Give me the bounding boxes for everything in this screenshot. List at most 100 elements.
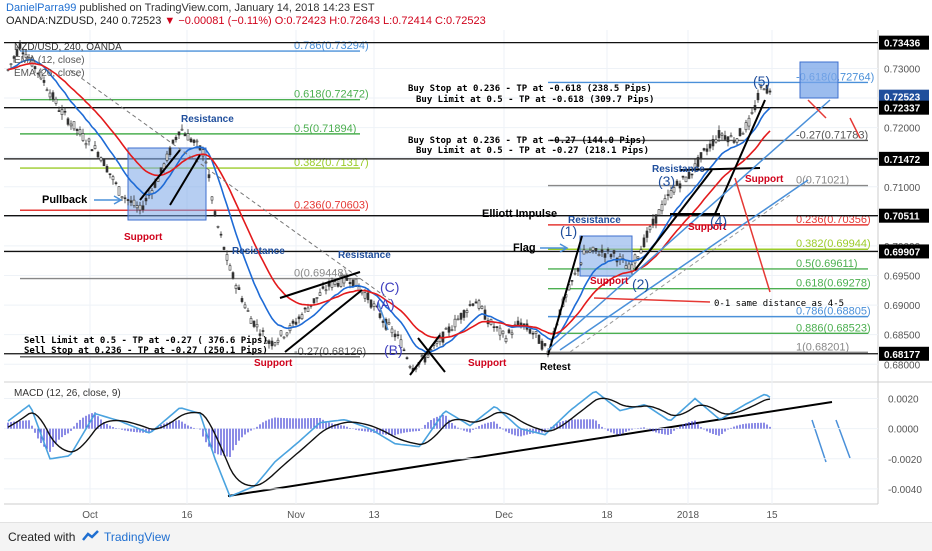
candle-body xyxy=(108,173,112,175)
candle-body xyxy=(54,98,58,104)
price-axis: 0.730000.725000.720000.715000.710000.705… xyxy=(879,35,929,496)
candle-body xyxy=(96,151,100,158)
candle-body xyxy=(636,256,640,259)
candle-body xyxy=(627,263,631,270)
candle-body xyxy=(606,249,610,251)
candle-body xyxy=(234,285,238,289)
fib-right-label-2: 0(0.71021) xyxy=(796,175,849,187)
candle-body xyxy=(762,88,766,91)
time-tick-5: 18 xyxy=(601,510,613,521)
rising-blue-2 xyxy=(559,179,809,351)
candle-body xyxy=(690,173,694,176)
candle-body xyxy=(324,289,328,292)
candle-body xyxy=(450,329,454,331)
macd-indicator xyxy=(7,390,771,498)
price-label-box-2 xyxy=(879,100,929,115)
ema-26-line xyxy=(7,62,771,339)
candle-body xyxy=(30,57,34,67)
candle-body xyxy=(528,329,532,334)
candle-body xyxy=(15,49,19,56)
candle-body xyxy=(543,343,547,346)
candle-body xyxy=(465,310,469,313)
candle-body xyxy=(765,84,769,94)
candle-body xyxy=(735,138,739,143)
candle-body xyxy=(66,118,70,125)
price-label-box-0 xyxy=(879,35,929,50)
candle-body xyxy=(75,128,79,131)
publish-line: DanielParra99 published on TradingView.c… xyxy=(6,2,375,14)
fib-left-label-3: 0.5(0.71894) xyxy=(294,123,356,135)
wave-a: (A) xyxy=(376,296,395,312)
candle-body xyxy=(267,340,271,344)
candle-body xyxy=(654,214,658,224)
candle-body xyxy=(138,204,142,211)
candle-body xyxy=(663,198,667,205)
candle-body xyxy=(18,42,22,49)
annotation-arrows xyxy=(94,99,861,463)
tradingview-brand[interactable]: TradingView xyxy=(104,530,171,544)
candle-body xyxy=(591,246,595,251)
candle-body xyxy=(588,249,592,253)
candle-body xyxy=(333,281,337,285)
candle-body xyxy=(609,254,613,258)
candle-body xyxy=(492,326,496,329)
candle-body xyxy=(264,339,268,344)
candle-body xyxy=(714,139,718,143)
price-label-box-3 xyxy=(879,151,929,166)
price-label-4: 0.70511 xyxy=(884,212,920,223)
candle-body xyxy=(390,328,394,334)
rising-gray-dashed xyxy=(569,194,791,353)
candle-body xyxy=(600,249,604,253)
candle-body xyxy=(120,196,124,199)
candle-body xyxy=(510,332,514,335)
candle-body xyxy=(723,135,727,140)
candle-body xyxy=(474,301,478,304)
candle-body xyxy=(42,80,46,83)
retest-label: Retest xyxy=(540,362,571,373)
candle-body xyxy=(375,305,379,308)
candle-body xyxy=(93,145,97,149)
candle-body xyxy=(312,298,316,304)
candle-body xyxy=(573,272,577,275)
candle-body xyxy=(306,307,310,312)
wave4-top xyxy=(679,167,761,171)
candle-body xyxy=(396,334,400,336)
publish-info: published on TradingView.com, January 14… xyxy=(76,2,375,14)
candle-body xyxy=(45,89,49,92)
macd-grid xyxy=(4,398,878,490)
candle-body xyxy=(711,139,715,147)
candle-body xyxy=(258,333,262,336)
candle-body xyxy=(447,326,451,333)
candle-body xyxy=(240,298,244,302)
candle-body xyxy=(9,63,13,66)
change-arrow: ▼ xyxy=(164,15,176,27)
candle-body xyxy=(117,186,121,196)
candle-body xyxy=(594,248,598,252)
candle-body xyxy=(582,249,586,255)
candle-body xyxy=(21,52,25,55)
candle-body xyxy=(141,205,145,210)
wave-3: (3) xyxy=(658,173,675,189)
candle-body xyxy=(387,322,391,325)
resistance-label-2: Resistance xyxy=(232,246,285,257)
impulse-1 xyxy=(547,235,583,356)
candles xyxy=(6,39,772,373)
resistance-label-1: Resistance xyxy=(181,114,234,125)
author-link[interactable]: DanielParra99 xyxy=(6,2,77,14)
footer: Created with TradingView xyxy=(0,522,932,551)
candle-body xyxy=(210,196,214,201)
candle-body xyxy=(249,318,253,324)
candle-body xyxy=(318,292,322,296)
price-chart[interactable]: 0.886(0.73783)0.786(0.73294)0.618(0.7247… xyxy=(0,30,932,522)
candle-body xyxy=(660,204,664,212)
candle-body xyxy=(297,316,301,320)
candle-body xyxy=(612,250,616,254)
flag-arrowhead xyxy=(559,243,569,253)
ema-lines xyxy=(7,58,771,353)
fib-right-label-8: 0.886(0.68523) xyxy=(796,322,871,334)
candle-body xyxy=(345,277,349,281)
candle-body xyxy=(279,330,283,336)
candle-body xyxy=(429,349,433,351)
candle-body xyxy=(579,262,583,265)
buy-limit-1: Buy Limit at 0.5 - TP at -0.618 (309.7 P… xyxy=(416,94,654,105)
